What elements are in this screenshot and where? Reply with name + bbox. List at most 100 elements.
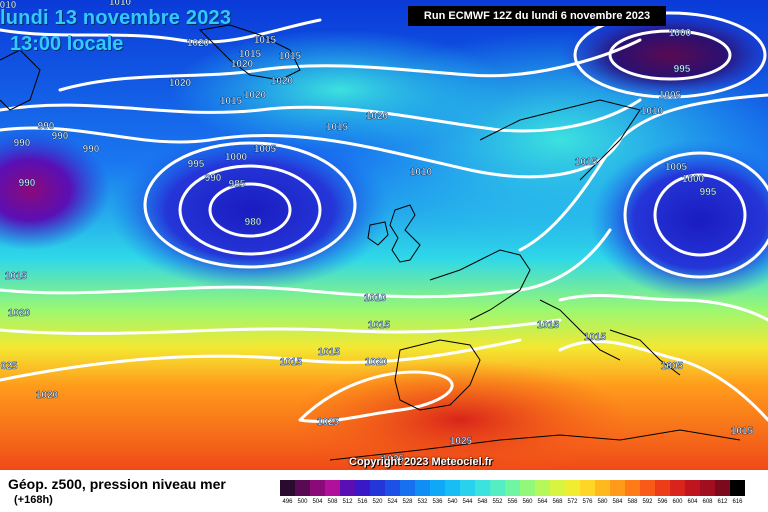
lead-time: (+168h) [14, 494, 53, 506]
color-scale-cell [460, 480, 475, 496]
color-scale-cell [355, 480, 370, 496]
color-scale-value: 568 [552, 499, 563, 505]
pressure-label: 990 [38, 121, 55, 132]
pressure-label: 1020 [36, 390, 59, 401]
color-scale-cell [430, 480, 445, 496]
pressure-label: 1015 [326, 122, 349, 133]
color-scale-value: 544 [462, 499, 473, 505]
pressure-label: 1025 [450, 436, 473, 447]
pressure-label: 1015 [220, 96, 243, 107]
pressure-label: 1000 [225, 152, 248, 163]
color-scale-cell [640, 480, 655, 496]
pressure-label: 1015 [279, 51, 302, 62]
color-scale-value: 504 [312, 499, 323, 505]
color-scale-value: 540 [447, 499, 458, 505]
color-scale [280, 480, 745, 496]
pressure-label: 1020 [365, 357, 388, 368]
pressure-label: 1005 [665, 162, 688, 173]
pressure-label: 1015 [318, 347, 341, 358]
pressure-label: 1015 [575, 157, 598, 168]
color-scale-cell [700, 480, 715, 496]
color-scale-value: 560 [522, 499, 533, 505]
color-scale-value: 576 [582, 499, 593, 505]
pressure-label: 1020 [8, 308, 31, 319]
color-scale-value: 496 [282, 499, 293, 505]
color-scale-value: 536 [432, 499, 443, 505]
color-scale-cell [625, 480, 640, 496]
color-scale-value: 528 [402, 499, 413, 505]
color-scale-cell [475, 480, 490, 496]
pressure-label: 990 [19, 178, 36, 189]
weather-map: 1020 101510151020101510201020101510201015… [0, 0, 768, 470]
color-scale-value: 612 [717, 499, 728, 505]
coastlines [0, 24, 741, 461]
color-scale-value: 608 [702, 499, 713, 505]
pressure-label: 1015 [239, 49, 262, 60]
color-scale-cell [535, 480, 550, 496]
pressure-label: 1005 [659, 90, 682, 101]
pressure-label: 1015 [254, 35, 277, 46]
color-scale-cell [565, 480, 580, 496]
pressure-label: 1000 [682, 174, 705, 185]
color-scale-cell [580, 480, 595, 496]
color-scale-cell [385, 480, 400, 496]
color-scale-cell [550, 480, 565, 496]
pressure-label: 1020 [231, 59, 254, 70]
pressure-label: 1015 [537, 320, 560, 331]
color-scale-cell [490, 480, 505, 496]
pressure-label: 990 [52, 131, 69, 142]
color-scale-value: 532 [417, 499, 428, 505]
pressure-label: 1015 [280, 357, 303, 368]
pressure-label: 990 [205, 173, 222, 184]
pressure-label: 980 [245, 217, 262, 228]
copyright-text: Copyright 2023 Meteociel.fr [349, 456, 493, 468]
pressure-label-fragment: 1010 [109, 0, 132, 8]
color-scale-cell [715, 480, 730, 496]
pressure-labels: 1020 101510151020101510201020101510201015… [0, 0, 754, 465]
pressure-label: 1020 [366, 111, 389, 122]
color-scale-value: 596 [657, 499, 668, 505]
color-scale-value: 616 [732, 499, 743, 505]
pressure-label: 1015 [731, 426, 754, 437]
color-scale-cell [610, 480, 625, 496]
color-scale-cell [655, 480, 670, 496]
color-scale-value: 512 [342, 499, 353, 505]
color-scale-value: 500 [297, 499, 308, 505]
pressure-label: 995 [674, 64, 691, 75]
color-scale-cell [280, 480, 295, 496]
pressure-label: 990 [14, 138, 31, 149]
pressure-label: 1010 [364, 293, 387, 304]
pressure-label-fragment: 010 [0, 0, 17, 11]
color-scale-cell [595, 480, 610, 496]
run-info: Run ECMWF 12Z du lundi 6 novembre 2023 [408, 6, 666, 26]
pressure-label: 1010 [641, 106, 664, 117]
pressure-label: 995 [188, 159, 205, 170]
color-scale-labels: 496 500 504 508 512 516 520 524 528 532 536 540 544 5… [280, 499, 745, 505]
pressure-label: 1020 [271, 76, 294, 87]
pressure-label: 1015 [584, 332, 607, 343]
color-scale-cell [685, 480, 700, 496]
color-scale-value: 564 [537, 499, 548, 505]
color-scale-value: 600 [672, 499, 683, 505]
color-scale-cell [445, 480, 460, 496]
color-scale-value: 516 [357, 499, 368, 505]
color-scale-value: 588 [627, 499, 638, 505]
pressure-label: 1025 [317, 417, 340, 428]
color-scale-cell [400, 480, 415, 496]
color-scale-value: 592 [642, 499, 653, 505]
color-scale-value: 604 [687, 499, 698, 505]
color-scale-value: 556 [507, 499, 518, 505]
color-scale-cell [325, 480, 340, 496]
color-scale-cell [295, 480, 310, 496]
pressure-label: 1005 [661, 361, 684, 372]
pressure-label: 1020 [169, 78, 192, 89]
pressure-label: 1020 [187, 38, 210, 49]
product-title: Géop. z500, pression niveau mer [8, 476, 226, 492]
color-scale-cell [310, 480, 325, 496]
color-scale-value: 572 [567, 499, 578, 505]
color-scale-value: 524 [387, 499, 398, 505]
color-scale-cell [505, 480, 520, 496]
pressure-label: 1000 [669, 28, 692, 39]
forecast-time: 13:00 locale [10, 33, 124, 55]
color-scale-value: 520 [372, 499, 383, 505]
